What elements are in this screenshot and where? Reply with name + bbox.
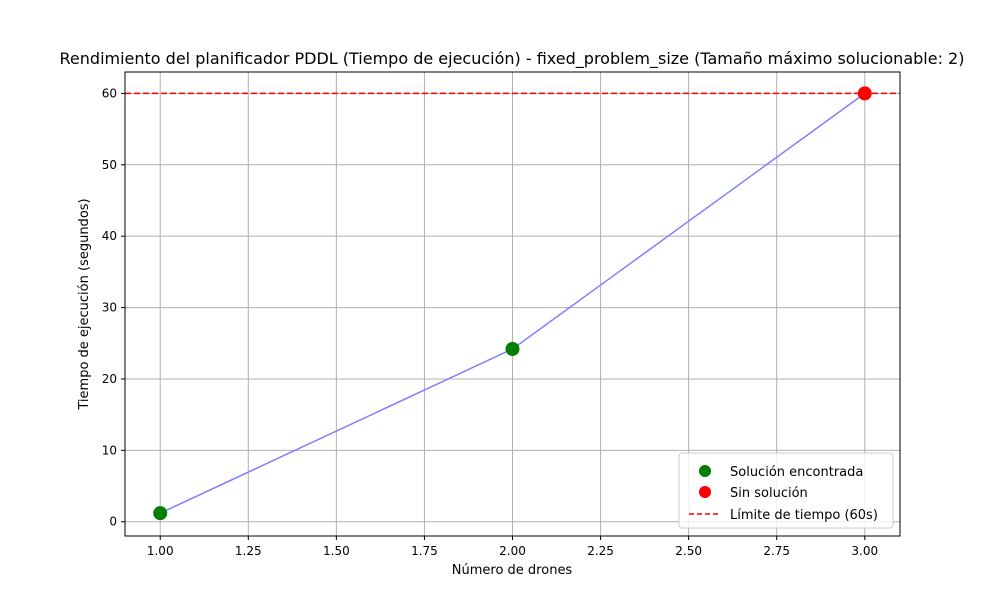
y-tick-label: 10 xyxy=(102,443,117,457)
solution-found-point xyxy=(153,506,168,521)
x-tick-label: 2.75 xyxy=(763,544,790,558)
legend-label-solution-found: Solución encontrada xyxy=(730,465,863,480)
y-tick-label: 40 xyxy=(102,229,117,243)
no-solution-point xyxy=(857,86,872,101)
y-tick-label: 30 xyxy=(102,301,117,315)
legend-box xyxy=(678,452,894,529)
legend-marker-no-solution xyxy=(699,486,711,498)
legend-marker-solution-found xyxy=(699,465,711,477)
chart-title: Rendimiento del planificador PDDL (Tiemp… xyxy=(60,49,965,69)
y-tick-label: 60 xyxy=(102,86,117,100)
x-axis-label: Número de drones xyxy=(452,563,573,578)
x-tick-label: 2.00 xyxy=(499,544,526,558)
y-tick-label: 0 xyxy=(109,515,117,529)
y-tick-label: 50 xyxy=(102,158,117,172)
legend-label-time-limit: Límite de tiempo (60s) xyxy=(730,508,878,523)
x-tick-label: 3.00 xyxy=(851,544,878,558)
x-tick-label: 2.50 xyxy=(675,544,702,558)
x-tick-label: 1.75 xyxy=(411,544,438,558)
x-tick-label: 1.25 xyxy=(235,544,262,558)
y-tick-label: 20 xyxy=(102,372,117,386)
legend-label-no-solution: Sin solución xyxy=(730,486,808,501)
x-tick-label: 2.25 xyxy=(587,544,614,558)
x-tick-label: 1.00 xyxy=(147,544,174,558)
solution-found-point xyxy=(505,341,520,356)
y-axis-label: Tiempo de ejecución (segundos) xyxy=(77,198,92,410)
plot-area xyxy=(125,86,900,521)
legend: Solución encontrada Sin solución Límite … xyxy=(678,452,894,529)
axis-ticks: 1.00 1.25 1.50 1.75 2.00 2.25 2.50 2.75 3.00 0 10 2… xyxy=(102,86,878,558)
x-tick-label: 1.50 xyxy=(323,544,350,558)
